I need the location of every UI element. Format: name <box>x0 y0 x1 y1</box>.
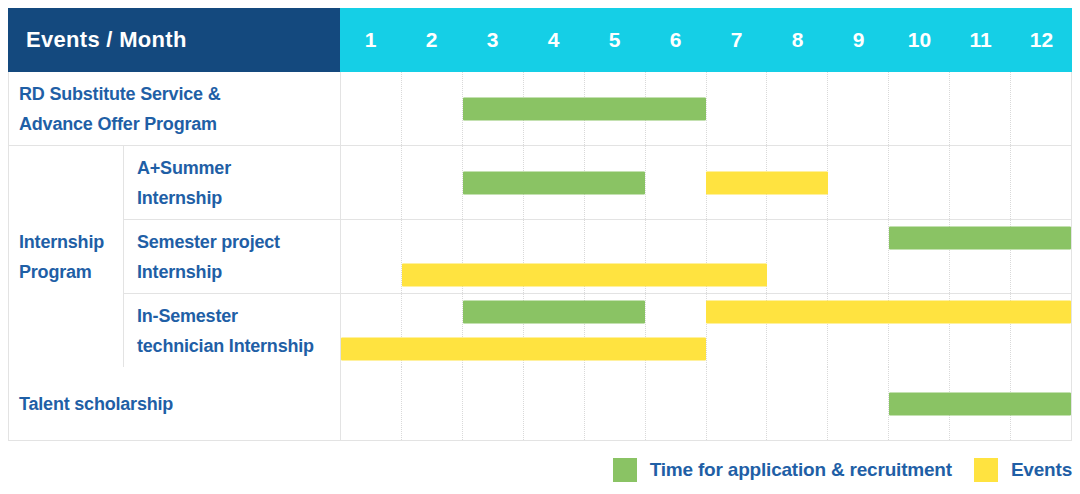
internship-program-subrows: A+Summer Internship Semester project Int… <box>124 146 1071 367</box>
row-grid <box>341 220 1071 293</box>
row-grid <box>341 146 1071 219</box>
green-bar <box>889 227 1072 250</box>
table-row-in-semester-technician: In-Semester technician Internship <box>124 294 1071 367</box>
table-row-rd-substitute: RD Substitute Service & Advance Offer Pr… <box>9 72 1071 146</box>
yellow-bar <box>402 263 767 286</box>
gantt-chart: Events / Month 123456789101112 RD Substi… <box>8 8 1072 441</box>
bar-line <box>341 257 1071 294</box>
row-label-rd-substitute: RD Substitute Service & Advance Offer Pr… <box>9 72 341 145</box>
header-row: Events / Month 123456789101112 <box>8 8 1072 72</box>
legend-item-green: Time for application & recruitment <box>613 458 952 482</box>
header-label-cell: Events / Month <box>8 8 340 72</box>
green-bar <box>463 97 706 120</box>
bar-line <box>341 294 1071 331</box>
legend-label: Events <box>1011 459 1072 481</box>
month-label: 11 <box>950 8 1011 72</box>
month-label: 9 <box>828 8 889 72</box>
header-months-row: 123456789101112 <box>340 8 1072 72</box>
bar-lines <box>341 220 1071 293</box>
row-label-a-plus-summer: A+Summer Internship <box>124 146 341 219</box>
yellow-bar <box>706 301 1071 324</box>
month-label: 10 <box>889 8 950 72</box>
bar-lines <box>341 367 1071 440</box>
table-body: RD Substitute Service & Advance Offer Pr… <box>8 72 1072 441</box>
row-label-talent-scholarship: Talent scholarship <box>9 367 341 440</box>
month-label: 3 <box>462 8 523 72</box>
green-bar <box>889 392 1072 415</box>
bar-lines <box>341 146 1071 219</box>
month-label: 5 <box>584 8 645 72</box>
table-row-talent-scholarship: Talent scholarship <box>9 367 1071 440</box>
yellow-bar <box>706 171 828 194</box>
month-label: 4 <box>523 8 584 72</box>
legend-label: Time for application & recruitment <box>650 459 952 481</box>
table-row-a-plus-summer: A+Summer Internship <box>124 146 1071 220</box>
bar-lines <box>341 72 1071 145</box>
bar-line <box>341 367 1071 440</box>
legend: Time for application & recruitment Events <box>613 452 1072 488</box>
green-bar <box>463 171 646 194</box>
month-label: 2 <box>401 8 462 72</box>
legend-item-yellow: Events <box>974 458 1072 482</box>
row-grid <box>341 72 1071 145</box>
row-grid <box>341 367 1071 440</box>
month-label: 12 <box>1011 8 1072 72</box>
green-swatch-icon <box>613 458 637 482</box>
bar-line <box>341 220 1071 257</box>
green-bar <box>463 301 646 324</box>
month-label: 8 <box>767 8 828 72</box>
bar-line <box>341 331 1071 368</box>
internship-program-group: Internship Program A+Summer Internship S… <box>9 146 1071 367</box>
bar-line <box>341 72 1071 145</box>
group-label-internship-program: Internship Program <box>9 146 124 367</box>
yellow-swatch-icon <box>974 458 998 482</box>
month-label: 1 <box>340 8 401 72</box>
yellow-bar <box>341 337 706 360</box>
month-label: 6 <box>645 8 706 72</box>
row-label-semester-project: Semester project Internship <box>124 220 341 293</box>
bar-lines <box>341 294 1071 367</box>
row-grid <box>341 294 1071 367</box>
table-row-semester-project: Semester project Internship <box>124 220 1071 294</box>
month-label: 7 <box>706 8 767 72</box>
row-label-in-semester-technician: In-Semester technician Internship <box>124 294 341 367</box>
bar-line <box>341 146 1071 219</box>
